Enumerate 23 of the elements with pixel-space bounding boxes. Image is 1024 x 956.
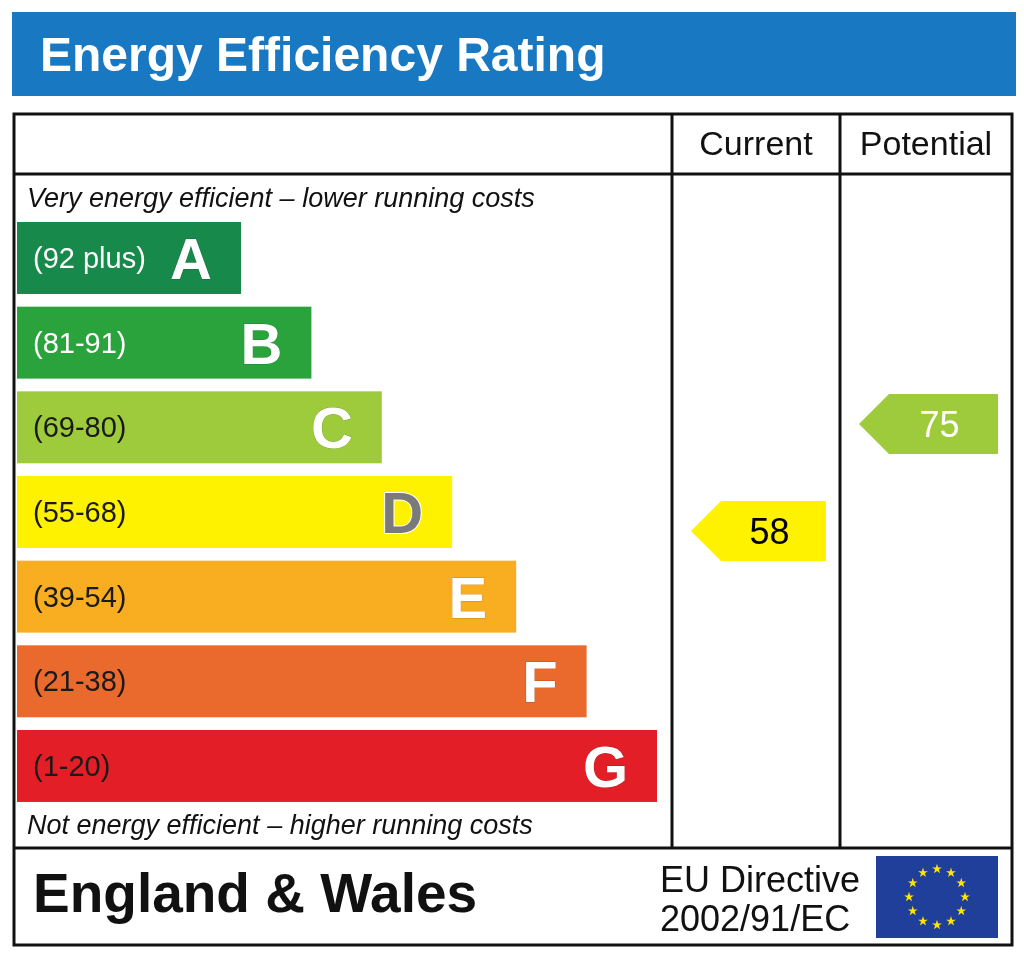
text: Not energy efficient – higher running costs [27,810,533,840]
bar [17,306,312,379]
y-tick-label: (92 plus) A [33,225,212,291]
category-label: (1-20) G [33,733,628,799]
bar [17,560,517,633]
text: EU Directive [660,859,861,900]
category-label: (39-54) E [33,564,488,630]
category-label: (81-91) B [33,310,283,376]
text: Current [699,124,814,162]
text: Very energy efficient – lower running costs [27,183,535,213]
bar [17,391,382,464]
text: 58 [749,511,790,552]
text: 75 [919,404,960,445]
category-label: (21-38) F [33,649,558,715]
text: 2002/91/EC [660,898,851,939]
chart-title: Energy Efficiency Rating [40,28,606,81]
bar [17,475,453,548]
bar [17,645,587,718]
bar [17,729,657,802]
category-label: (69-80) C [33,395,353,461]
text: Potential [859,124,993,162]
text: England & Wales [33,862,478,924]
category-label: (55-68) D [33,479,424,545]
